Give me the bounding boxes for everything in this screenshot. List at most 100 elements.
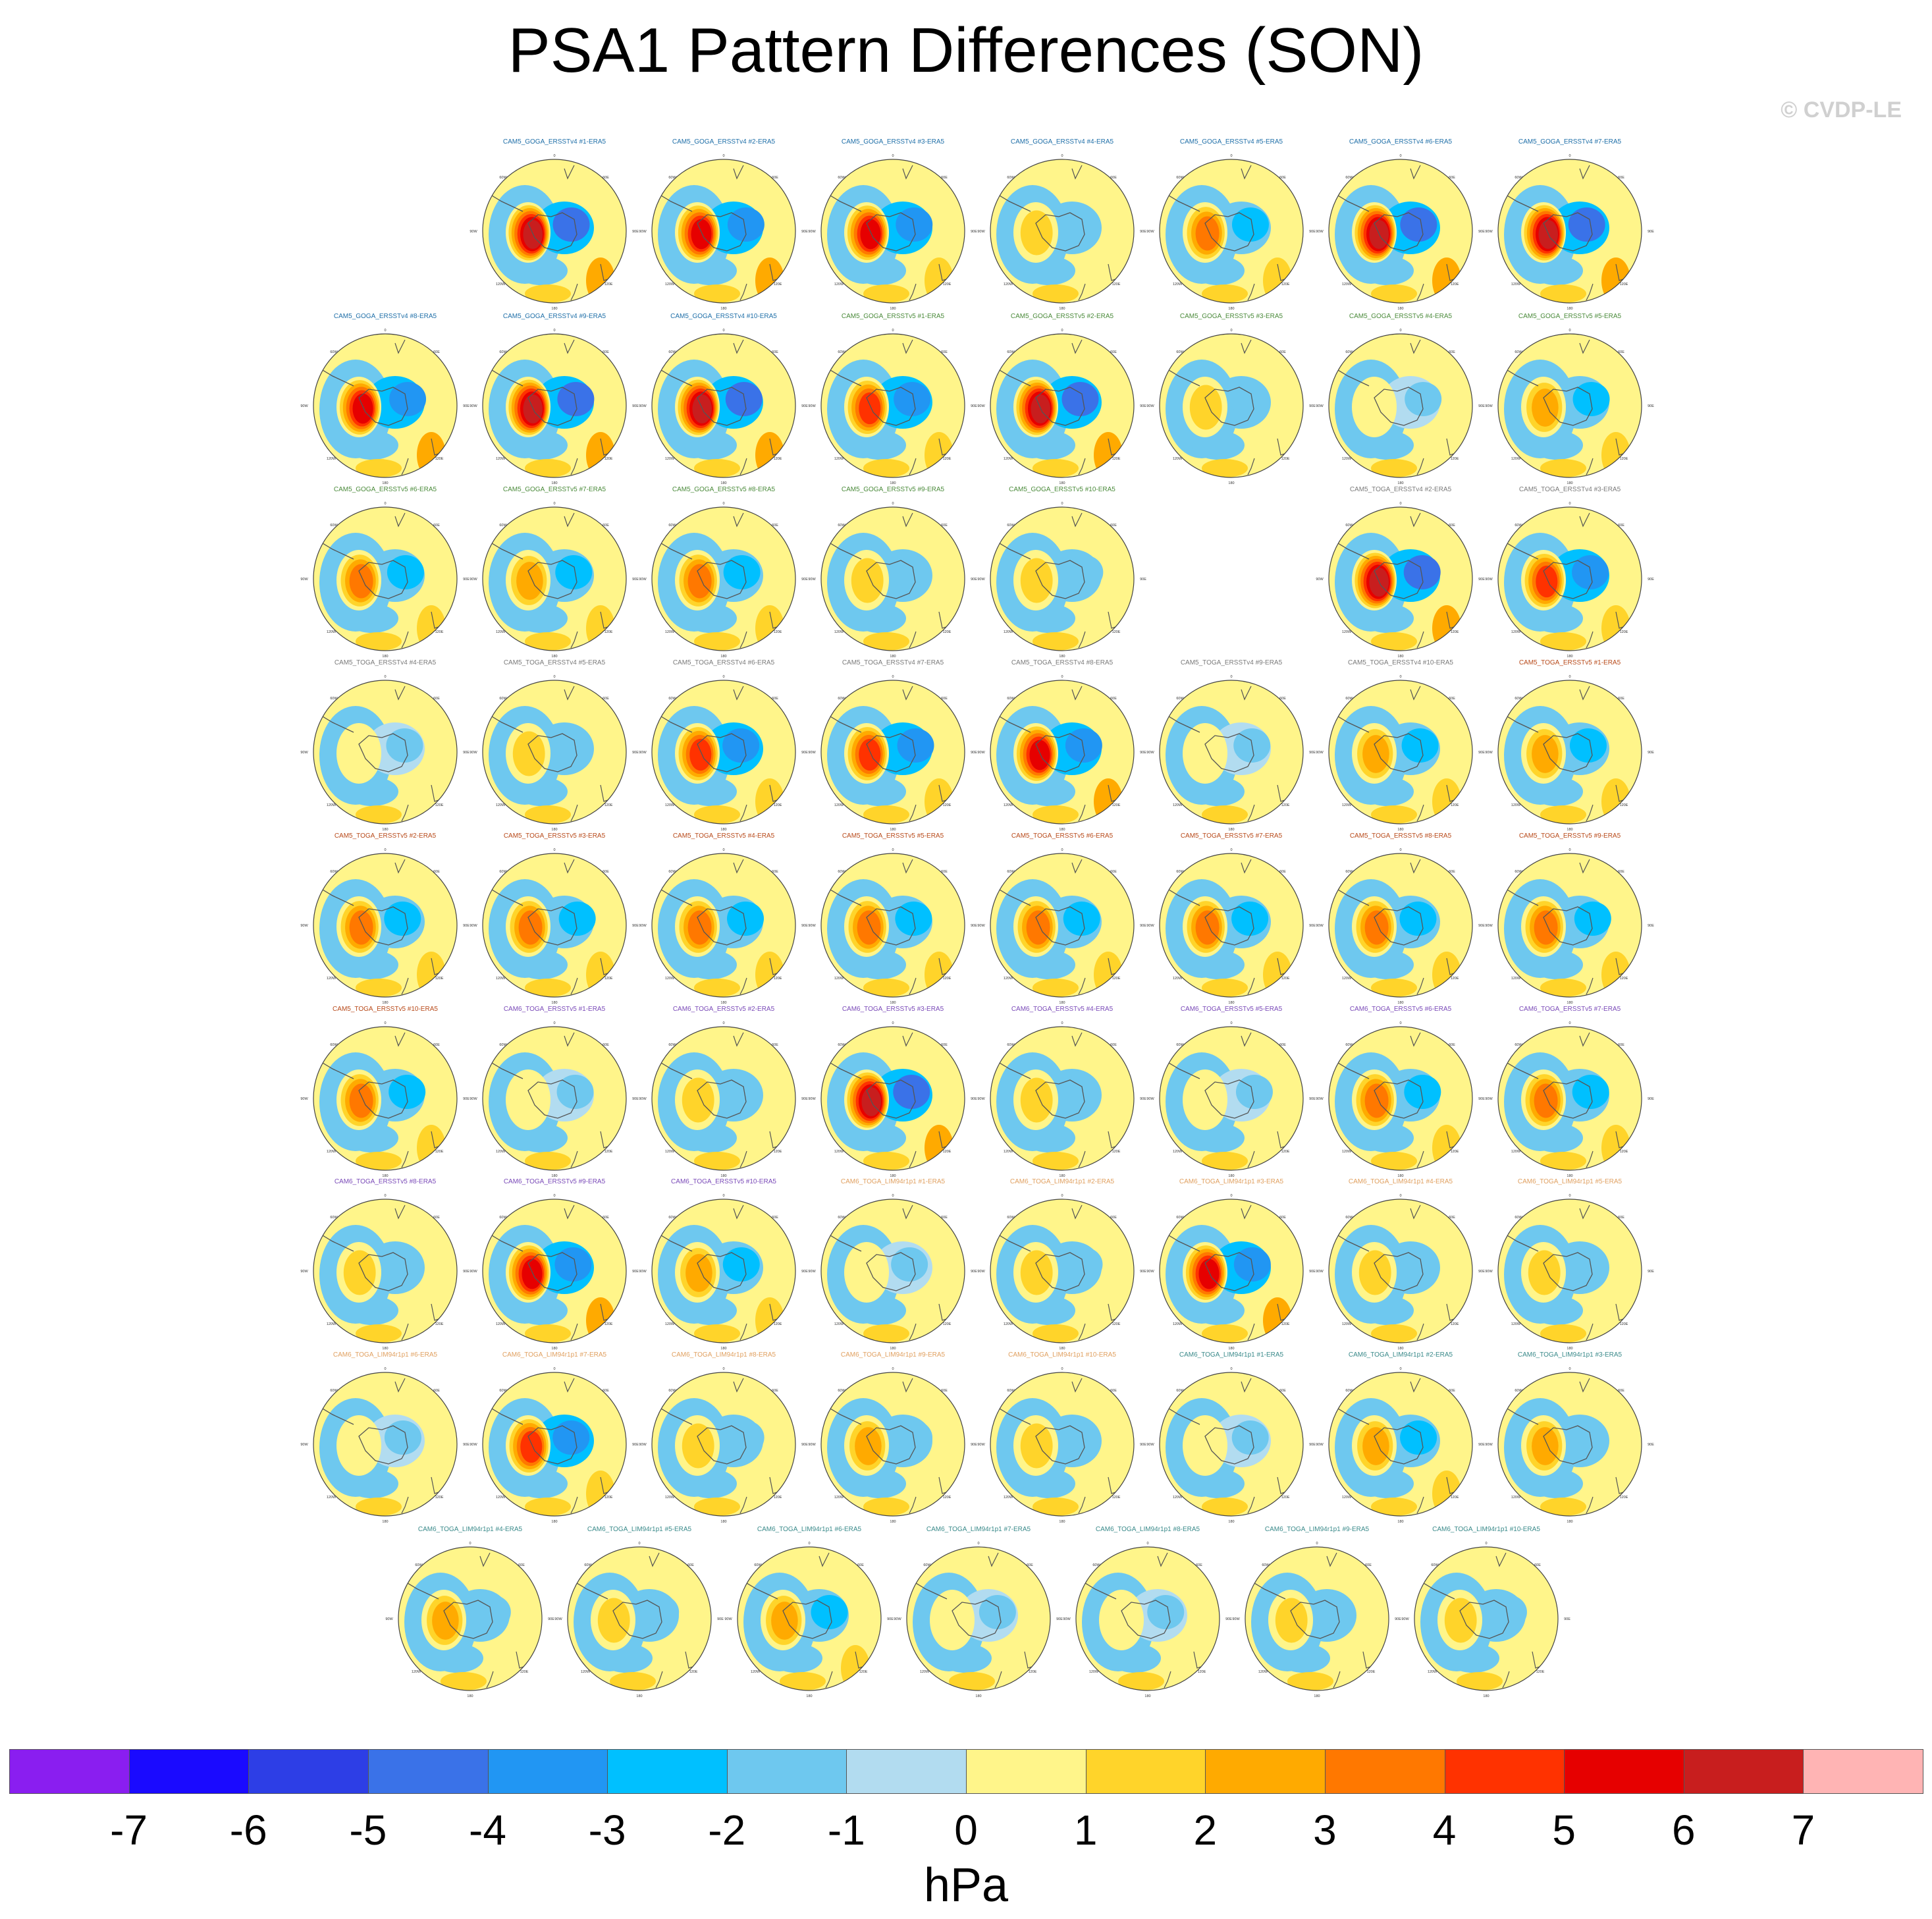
new-zealand-outline: [739, 631, 747, 649]
colorbar-tick-label: -4: [469, 1806, 506, 1854]
positive-anomaly-2: [1082, 1210, 1121, 1239]
lon-label-bottom: 180: [1567, 655, 1572, 659]
africa-outline: [1071, 512, 1083, 527]
panel-label: CAM6_TOGA_ERSSTv5 #7-ERA5: [1518, 1006, 1621, 1013]
positive-anomaly-2: [405, 865, 444, 894]
map-panel: CAM5_GOGA_ERSSTv4 #5-ERA5 0 90W 90E 180 60W 60…: [1146, 138, 1316, 313]
negative-anomaly-2: [384, 1420, 421, 1455]
lon-label-diag_tl: 60W: [668, 1216, 676, 1220]
lon-label-diag_bl: 120W: [496, 457, 506, 461]
lon-label-diag_tr: 60E: [772, 870, 778, 874]
positive-anomaly-1: [1540, 1498, 1586, 1516]
positive-core-level-3: [349, 1083, 373, 1118]
lon-label-top: 0: [553, 154, 555, 158]
polar-map: 0 90W 90E 180 60W 60E 120W 120E: [639, 502, 808, 659]
lon-label-bottom: 180: [382, 1001, 388, 1005]
map-boundary: [567, 1546, 712, 1691]
lon-label-diag_tl: 60W: [330, 870, 338, 874]
lon-label-right: 90E: [548, 1617, 554, 1621]
africa-outline: [1241, 1032, 1252, 1047]
map-panel: CAM6_TOGA_LIM94r1p1 #7-ERA5 0 90W 90E 180 60W…: [894, 1526, 1063, 1701]
lon-label-diag_tl: 60W: [1007, 1216, 1015, 1220]
map-boundary: [482, 1199, 627, 1343]
positive-core-level-3: [349, 910, 373, 945]
antarctica-outline: [782, 1600, 832, 1639]
lon-label-right: 90E: [1309, 230, 1316, 234]
map-boundary: [482, 506, 627, 651]
positive-anomaly-1: [525, 284, 571, 303]
lon-label-top: 0: [1399, 1367, 1401, 1371]
positive-anomaly-2: [405, 1384, 444, 1413]
lon-label-diag_br: 120E: [943, 283, 952, 286]
lon-label-diag_tl: 60W: [1007, 697, 1015, 701]
lon-label-diag_tl: 60W: [668, 1043, 676, 1047]
positive-anomaly-1: [1033, 1324, 1079, 1343]
antarctica-outline: [866, 1079, 916, 1119]
positive-anomaly-2: [405, 1038, 444, 1067]
lon-label-left: 90W: [977, 924, 985, 928]
positive-core-level-3: [1195, 216, 1220, 251]
panel-label: CAM5_TOGA_ERSSTv4 #4-ERA5: [334, 659, 437, 666]
negative-anomaly-2: [1063, 207, 1101, 242]
polar-map: 0 90W 90E 180 60W 60E 120W 120E: [300, 502, 470, 659]
lon-label-diag_tl: 60W: [1345, 697, 1353, 701]
lon-label-diag_tl: 60W: [1345, 176, 1353, 180]
negative-anomaly-3: [853, 777, 906, 806]
lon-label-top: 0: [892, 329, 894, 333]
polar-map: 0 90W 90E 180 60W 60E 120W 120E: [977, 675, 1146, 832]
lon-label-top: 0: [1230, 848, 1232, 852]
negative-anomaly-3: [1192, 950, 1245, 979]
africa-outline: [564, 859, 575, 874]
map-panel: CAM5_TOGA_ERSSTv5 #9-ERA5 0 90W 90E 180 60W 60…: [1485, 832, 1655, 1008]
lon-label-bottom: 180: [551, 481, 557, 485]
lon-label-diag_br: 120E: [1536, 1670, 1545, 1674]
lon-label-bottom: 180: [1059, 1001, 1065, 1005]
lon-label-diag_bl: 120W: [327, 803, 336, 807]
lon-label-diag_tr: 60E: [603, 870, 609, 874]
lon-label-left: 90W: [808, 1097, 816, 1101]
colorbar-tick-label: 6: [1671, 1806, 1696, 1854]
map-boundary: [990, 680, 1135, 824]
lon-label-diag_bl: 120W: [1511, 1150, 1521, 1154]
new-zealand-outline: [1078, 1150, 1086, 1168]
panel-label: CAM6_TOGA_ERSSTv5 #3-ERA5: [842, 1006, 944, 1013]
lon-label-right: 90E: [1478, 1270, 1485, 1274]
lon-label-diag_tl: 60W: [1515, 697, 1522, 701]
positive-anomaly-2: [1082, 865, 1121, 894]
map-boundary: [398, 1546, 543, 1691]
positive-core-level-1: [1020, 210, 1053, 256]
antarctica-outline: [1543, 1079, 1593, 1119]
lon-label-diag_br: 120E: [604, 283, 613, 286]
panel-label: CAM5_TOGA_ERSSTv4 #5-ERA5: [503, 659, 606, 666]
lon-label-top: 0: [553, 1194, 555, 1198]
antarctica-outline: [1204, 387, 1254, 426]
panel-label: CAM6_TOGA_LIM94r1p1 #8-ERA5: [1095, 1526, 1200, 1533]
lon-label-right: 90E: [463, 751, 470, 755]
polar-map: 0 90W 90E 180 60W 60E 120W 120E: [639, 675, 808, 832]
lon-label-diag_bl: 120W: [834, 283, 844, 286]
lon-label-bottom: 180: [551, 1347, 557, 1351]
polar-map: 0 90W 90E 180 60W 60E 120W 120E: [300, 1367, 470, 1524]
new-zealand-outline: [1586, 458, 1594, 475]
lon-label-diag_tl: 60W: [1431, 1563, 1439, 1567]
map-boundary: [313, 1372, 458, 1517]
panel-label: CAM5_TOGA_ERSSTv4 #8-ERA5: [1011, 659, 1114, 666]
map-panel: CAM5_TOGA_ERSSTv5 #10-ERA5 0 90W 90E 180 60W 6…: [300, 1006, 470, 1181]
africa-outline: [1410, 859, 1421, 874]
positive-anomaly-1: [1202, 1152, 1248, 1170]
antarctica-outline: [358, 733, 408, 772]
lon-label-left: 90W: [977, 1097, 985, 1101]
lon-label-bottom: 180: [720, 655, 726, 659]
positive-anomaly-1: [356, 632, 402, 651]
positive-core-level-3: [349, 564, 373, 599]
africa-outline: [394, 1378, 406, 1393]
panel-label: CAM5_GOGA_ERSSTv4 #2-ERA5: [672, 138, 776, 146]
positive-anomaly-1: [1540, 805, 1586, 824]
lon-label-left: 90W: [639, 230, 647, 234]
lon-label-diag_bl: 120W: [1004, 630, 1013, 634]
lon-label-left: 90W: [1485, 1443, 1493, 1447]
lon-label-diag_tl: 60W: [330, 350, 338, 354]
negative-anomaly-3: [1192, 777, 1245, 806]
map-panel: CAM6_TOGA_LIM94r1p1 #6-ERA5 0 90W 90E 180 60W…: [300, 1351, 470, 1527]
antarctica-outline: [443, 1600, 493, 1639]
